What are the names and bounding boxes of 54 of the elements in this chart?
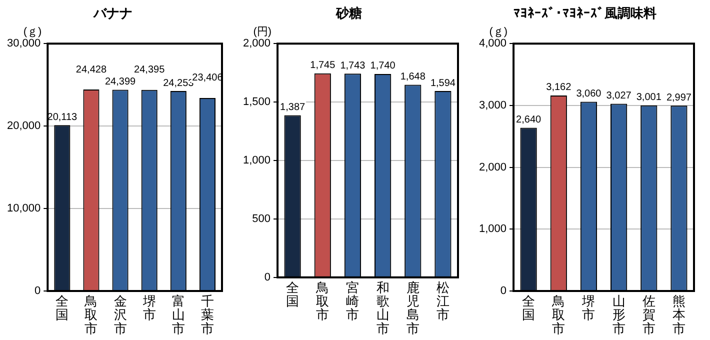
x-tick-label: 全国: [286, 280, 300, 308]
y-tick-label: 0: [500, 285, 507, 298]
x-tick-label: 宮崎市: [346, 280, 360, 322]
y-axis-title: (ｇ): [489, 26, 508, 38]
data-label: 20,113: [47, 112, 78, 123]
y-tick-label: 2,000: [242, 38, 271, 50]
data-label: 1,648: [400, 72, 426, 82]
x-tick-label: 山形市: [612, 293, 626, 336]
data-label: 1,594: [430, 78, 456, 89]
x-tick-label: 和歌山市: [376, 280, 390, 336]
y-tick-label: 500: [252, 212, 271, 225]
data-label: 2,640: [516, 114, 542, 126]
data-label: 3,001: [636, 92, 662, 104]
y-tick-label: 3,000: [478, 99, 507, 112]
data-label: 1,743: [340, 60, 366, 72]
y-axis-title: (ｇ): [23, 26, 42, 38]
x-tick-label: 全国: [56, 293, 69, 322]
y-tick-label: 30,000: [6, 38, 41, 50]
data-label: 24,399: [104, 76, 136, 88]
y-tick-label: 10,000: [6, 202, 41, 215]
x-tick-label: 堺市: [581, 293, 596, 322]
x-tick-label: 全国: [522, 293, 536, 322]
chart-title: 砂糖: [335, 5, 362, 20]
data-label: 3,162: [546, 82, 572, 94]
data-label: 24,395: [134, 64, 166, 76]
data-label: 3,027: [606, 90, 632, 102]
data-label: 1,745: [310, 60, 336, 72]
x-tick-label: 鹿児島市: [406, 280, 420, 336]
x-tick-label: 鳥取市: [315, 280, 330, 322]
y-tick-label: 1,000: [242, 154, 271, 167]
y-tick-label: 0: [34, 285, 41, 298]
x-tick-label: 鳥取市: [84, 293, 98, 336]
y-tick-label: 0: [264, 271, 271, 284]
y-tick-label: 1,500: [242, 96, 271, 108]
x-tick-label: 熊本市: [672, 293, 686, 336]
y-tick-label: 1,000: [478, 223, 507, 236]
x-tick-label: 佐賀市: [642, 293, 656, 336]
y-tick-label: 20,000: [6, 120, 41, 132]
data-label: 1,740: [370, 60, 396, 72]
data-label: 24,428: [76, 64, 107, 76]
chart-title: ﾏﾖﾈｰｽﾞ･ﾏﾖﾈｰｽﾞ風調味料: [514, 5, 656, 20]
x-tick-label: 鳥取市: [551, 293, 566, 336]
data-label: 2,997: [666, 92, 692, 104]
y-axis-title: (円): [253, 26, 272, 38]
x-tick-label: 千葉市: [200, 293, 214, 336]
y-tick-label: 2,000: [478, 161, 507, 174]
chart-title: バナナ: [92, 5, 132, 20]
data-label: 3,060: [576, 88, 602, 100]
x-tick-label: 松江市: [436, 280, 450, 322]
x-tick-label: 金沢市: [114, 293, 127, 336]
x-tick-label: 堺市: [142, 293, 156, 322]
x-tick-label: 富山市: [172, 293, 185, 336]
y-tick-label: 4,000: [478, 38, 507, 50]
data-label: 1,387: [280, 102, 306, 114]
